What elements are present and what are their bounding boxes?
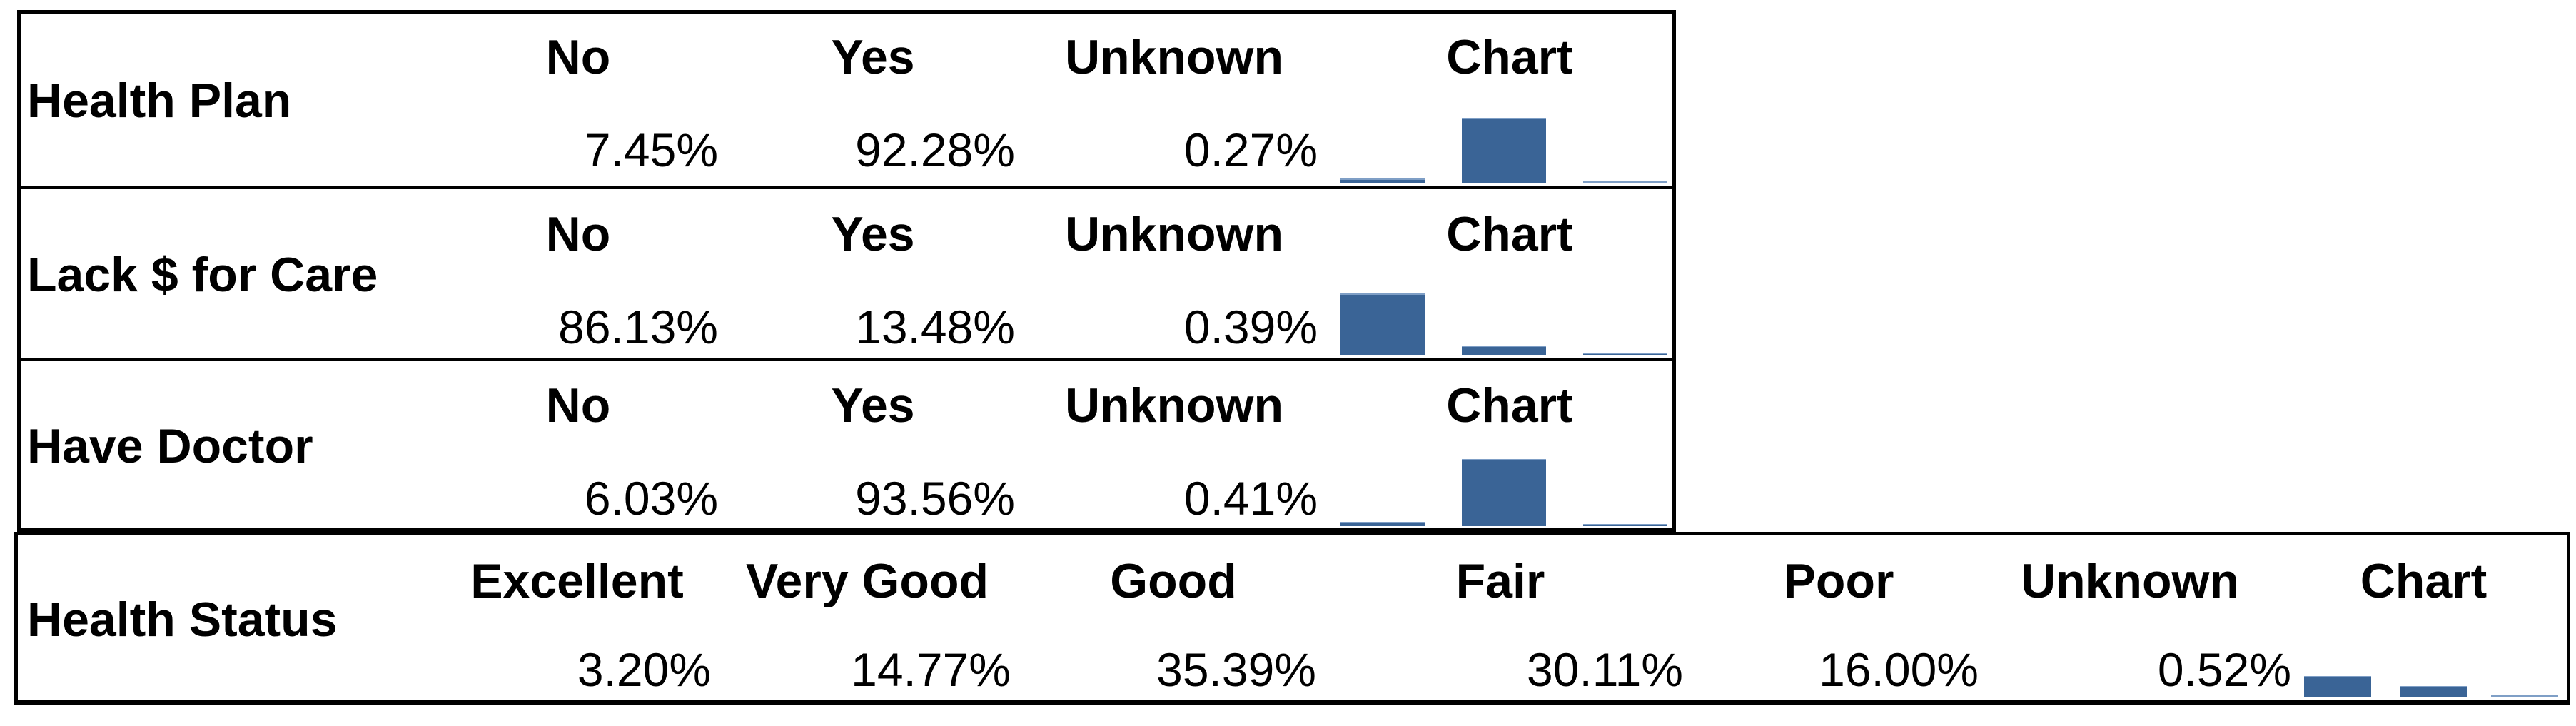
row-label-have-doctor: Have Doctor [27, 419, 313, 473]
value-health-status-very-good: 14.77% [851, 643, 1011, 696]
col-header-chart: Chart [1446, 378, 1573, 433]
sparkline-bar [1462, 346, 1546, 355]
value-health-status-fair: 30.11% [1527, 643, 1683, 696]
col-header-yes: Yes [831, 378, 915, 433]
sparkline-bar [1462, 459, 1546, 526]
value-lack-money-yes: 13.48% [855, 301, 1015, 353]
col-header-fair: Fair [1455, 554, 1545, 608]
col-header-yes: Yes [831, 207, 915, 261]
sparkline-bar [1340, 522, 1425, 526]
value-health-plan-unknown: 0.27% [1183, 123, 1318, 176]
value-health-status-unknown: 0.52% [2157, 643, 2291, 696]
value-have-doctor-unknown: 0.41% [1183, 472, 1318, 525]
col-header-unknown: Unknown [1065, 378, 1283, 433]
value-have-doctor-no: 6.03% [584, 472, 718, 525]
col-header-chart: Chart [1446, 30, 1573, 84]
health-status-table-border [14, 532, 2570, 705]
value-health-plan-yes: 92.28% [855, 123, 1015, 176]
value-lack-money-unknown: 0.39% [1183, 301, 1318, 353]
row-divider [17, 186, 1676, 189]
row-divider [17, 358, 1676, 361]
sparkline-bar [1583, 524, 1667, 526]
col-header-yes: Yes [831, 30, 915, 84]
row-label-health-status: Health Status [27, 593, 338, 647]
sparkline-bar [1340, 178, 1425, 183]
value-lack-money-no: 86.13% [558, 301, 718, 353]
row-label-lack-money-for-care: Lack $ for Care [27, 248, 378, 302]
col-header-poor: Poor [1783, 554, 1894, 608]
value-health-status-good: 35.39% [1156, 643, 1316, 696]
col-header-unknown: Unknown [1065, 30, 1283, 84]
top-table-border [17, 10, 1676, 532]
sparkline-bar [2400, 686, 2467, 697]
col-header-chart: Chart [2360, 554, 2487, 608]
col-header-very-good: Very Good [745, 554, 989, 608]
col-header-no: No [545, 378, 611, 433]
sparkline-bar [1462, 118, 1546, 183]
col-header-unknown: Unknown [2021, 554, 2239, 608]
value-health-status-excellent: 3.20% [577, 643, 711, 696]
value-have-doctor-yes: 93.56% [855, 472, 1015, 525]
row-label-health-plan: Health Plan [27, 74, 292, 128]
value-health-status-poor: 16.00% [1819, 643, 1979, 696]
col-header-excellent: Excellent [470, 554, 684, 608]
col-header-chart: Chart [1446, 207, 1573, 261]
col-header-unknown: Unknown [1065, 207, 1283, 261]
sparkline-bar [1583, 181, 1667, 183]
col-header-no: No [545, 207, 611, 261]
col-header-good: Good [1110, 554, 1237, 608]
sparkline-bar [2491, 695, 2558, 697]
col-header-no: No [545, 30, 611, 84]
value-health-plan-no: 7.45% [584, 123, 718, 176]
sparkline-bar [1340, 293, 1425, 355]
sparkline-bar [1583, 353, 1667, 355]
sparkline-bar [2304, 676, 2371, 697]
